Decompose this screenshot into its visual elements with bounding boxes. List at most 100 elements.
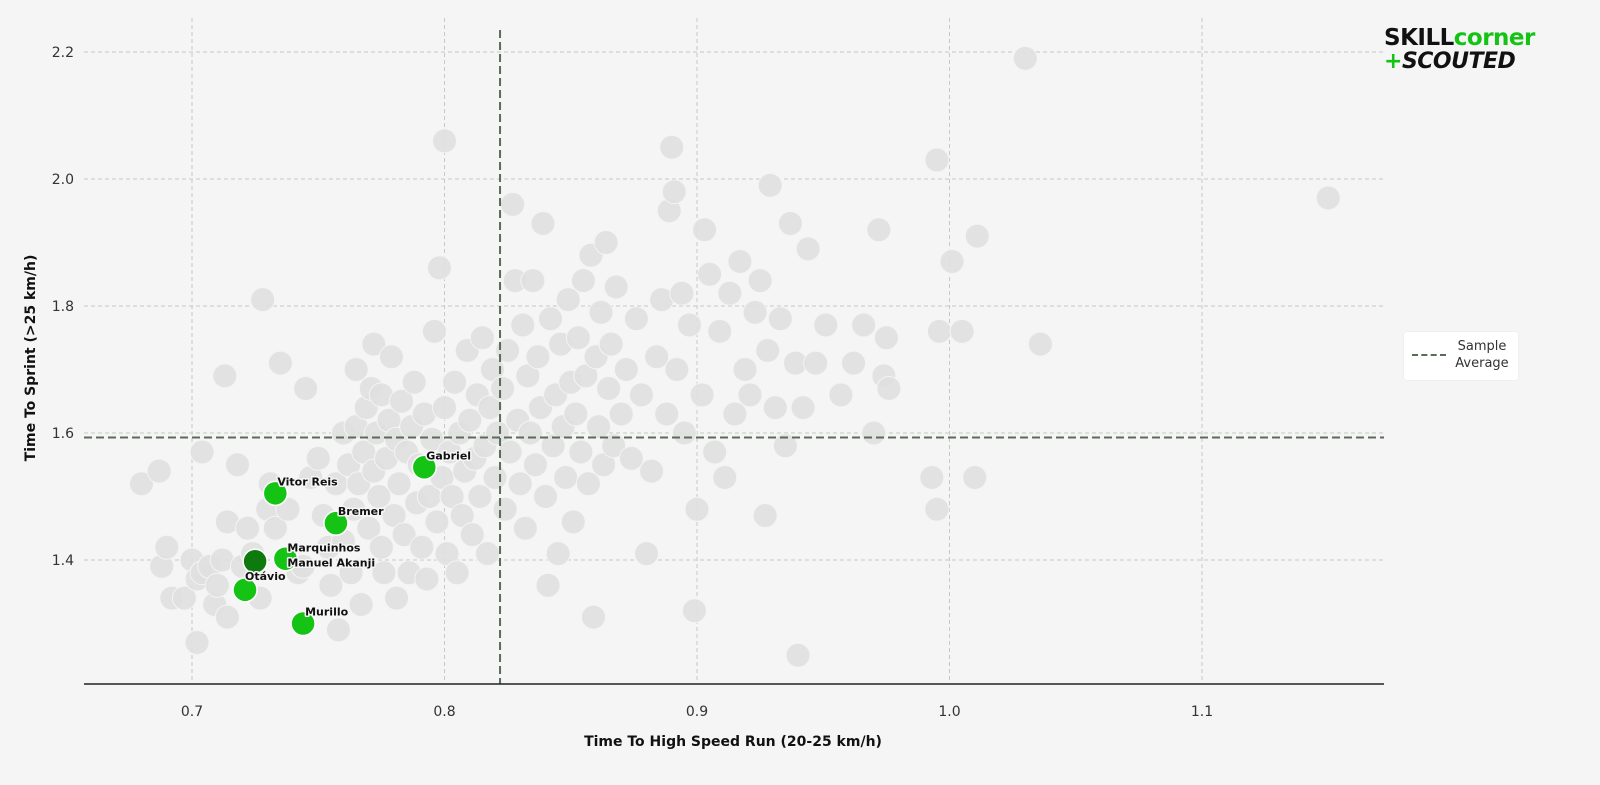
sample-point xyxy=(212,363,238,389)
sample-point xyxy=(146,458,172,484)
sample-point xyxy=(507,471,533,497)
highlighted-point xyxy=(272,545,299,572)
sample-point xyxy=(267,350,293,376)
sample-point xyxy=(634,541,659,567)
y-axis-label: Time To Sprint (>25 km/h) xyxy=(23,255,39,462)
sample-point xyxy=(795,236,821,262)
sample-point xyxy=(477,395,503,421)
sample-point xyxy=(535,572,561,598)
sample-point xyxy=(214,604,240,630)
sample-point xyxy=(919,464,945,490)
logo-line-2: +SCOUTED xyxy=(1384,50,1544,74)
sample-point xyxy=(469,325,495,351)
logo-plus: + xyxy=(1384,49,1402,74)
sample-point xyxy=(343,357,369,382)
sample-points xyxy=(129,45,1341,668)
sample-point xyxy=(384,585,410,611)
sample-point xyxy=(371,560,397,586)
logo-skill: SKILL xyxy=(1384,25,1454,51)
logo-corner: corner xyxy=(1453,25,1536,51)
sample-point xyxy=(378,344,404,370)
sample-point xyxy=(553,464,579,490)
sample-point xyxy=(348,591,374,617)
sample-point xyxy=(235,515,261,541)
sample-point xyxy=(580,604,606,630)
sample-point xyxy=(490,376,516,402)
sample-point xyxy=(596,376,622,402)
sample-point xyxy=(154,534,180,560)
sample-point xyxy=(409,534,435,560)
sample-point xyxy=(876,376,902,402)
axes: 0.7 0.8 0.9 1.0 1.1 1.4 1.6 1.8 2.0 2.2 xyxy=(52,45,1384,720)
sample-point xyxy=(866,217,892,243)
sample-point xyxy=(707,318,733,344)
sample-point xyxy=(555,287,581,313)
sample-point xyxy=(386,471,412,497)
sample-point xyxy=(568,439,594,465)
sample-point xyxy=(747,268,773,294)
sample-point xyxy=(692,217,718,243)
sample-point xyxy=(762,395,788,421)
sample-point xyxy=(432,128,457,154)
sample-point xyxy=(1027,331,1053,357)
sample-point xyxy=(732,357,758,382)
sample-point xyxy=(639,458,665,484)
sample-point xyxy=(424,509,450,535)
sample-point xyxy=(752,503,778,529)
player-label: Otávio xyxy=(245,570,286,583)
sample-point xyxy=(361,331,387,357)
sample-point xyxy=(755,337,781,363)
sample-point xyxy=(485,420,511,446)
sample-point xyxy=(459,522,485,548)
sample-point xyxy=(661,179,687,205)
sample-point xyxy=(790,395,816,421)
sample-point xyxy=(697,261,723,287)
sample-point xyxy=(684,496,710,522)
sample-point xyxy=(717,280,743,306)
player-label: Vitor Reis xyxy=(277,475,338,488)
highlighted-point xyxy=(323,510,349,536)
sample-point xyxy=(777,210,803,236)
sample-point xyxy=(618,445,644,471)
sample-point xyxy=(419,426,445,452)
sample-point xyxy=(659,134,685,160)
sample-point xyxy=(722,401,748,427)
sample-point xyxy=(444,560,470,586)
sample-point xyxy=(414,566,440,592)
sample-point xyxy=(644,344,670,370)
sample-point xyxy=(224,452,250,478)
sample-point xyxy=(520,268,546,294)
sample-point xyxy=(318,572,344,598)
y-tick-label: 1.8 xyxy=(52,299,74,315)
sample-point xyxy=(603,274,629,300)
x-tick-label: 0.8 xyxy=(433,704,455,720)
sample-point xyxy=(962,464,988,490)
sample-point xyxy=(712,464,738,490)
sample-point xyxy=(737,382,763,408)
sample-point xyxy=(1315,185,1341,211)
sample-point xyxy=(204,572,230,598)
sample-point xyxy=(497,439,523,465)
x-axis-label: Time To High Speed Run (20-25 km/h) xyxy=(584,734,882,750)
sample-point xyxy=(533,484,558,509)
sample-point xyxy=(964,223,990,249)
sample-point xyxy=(563,401,589,427)
y-tick-label: 1.4 xyxy=(52,553,74,569)
highlighted-point xyxy=(232,577,258,603)
sample-point xyxy=(702,439,728,465)
sample-point xyxy=(426,255,452,281)
sample-point xyxy=(873,325,899,351)
sample-point xyxy=(432,395,457,421)
sample-point xyxy=(250,287,276,313)
sample-point xyxy=(184,630,210,656)
logo-scouted: SCOUTED xyxy=(1401,49,1516,74)
sample-point xyxy=(924,147,950,173)
sample-point xyxy=(924,496,950,522)
legend: Sample Average xyxy=(1404,332,1518,380)
player-label: Murillo xyxy=(305,606,349,619)
x-tick-label: 0.9 xyxy=(686,704,708,720)
sample-point xyxy=(841,350,867,376)
highlighted-point xyxy=(242,548,268,575)
sample-point xyxy=(926,318,952,344)
